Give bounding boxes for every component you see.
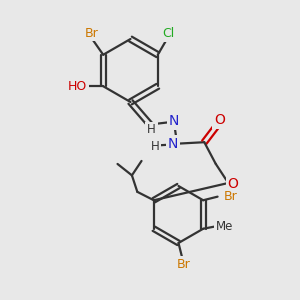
Text: Br: Br <box>223 190 237 202</box>
Text: HO: HO <box>68 80 87 93</box>
Text: H: H <box>150 140 159 153</box>
Text: Me: Me <box>215 220 233 233</box>
Text: N: N <box>168 137 178 151</box>
Text: O: O <box>228 177 238 190</box>
Text: Cl: Cl <box>163 27 175 40</box>
Text: H: H <box>147 123 156 136</box>
Text: N: N <box>169 114 179 128</box>
Text: Br: Br <box>84 27 98 40</box>
Text: Br: Br <box>177 258 191 271</box>
Text: O: O <box>214 113 225 127</box>
